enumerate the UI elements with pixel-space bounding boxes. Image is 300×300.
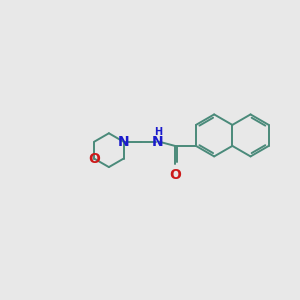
Text: O: O: [169, 168, 181, 182]
Text: N: N: [152, 135, 164, 149]
Text: H: H: [154, 127, 162, 137]
Text: N: N: [118, 135, 129, 149]
Text: O: O: [88, 152, 100, 166]
